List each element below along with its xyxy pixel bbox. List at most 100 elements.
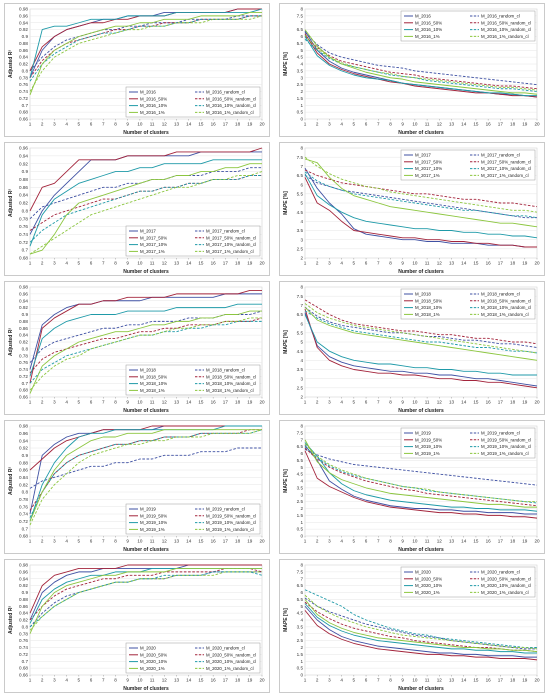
y-tick-label: 0.76 [19,224,28,229]
y-tick-label: 0.68 [19,534,28,539]
legend-label: M_2016_random_cl [481,14,520,19]
y-tick-label: 6.5 [297,583,304,588]
y-tick-label: 2 [300,256,303,261]
x-tick-label: 16 [486,261,492,266]
x-tick-label: 12 [162,539,168,544]
chart-legend: M_2019 M_2019_random_cl M_2019_50% M_2019_5… [125,503,261,535]
series-line [29,310,263,363]
legend-label: M_2016_1% [140,110,165,115]
x-tick-label: 12 [437,400,443,405]
series-line [29,15,262,82]
x-tick-label: 16 [211,261,217,266]
x-tick-label: 12 [437,539,443,544]
x-tick-label: 20 [534,539,540,544]
series-line [304,603,537,654]
y-tick-label: 0.92 [19,583,28,588]
legend-label: M_2017_1% [415,173,440,178]
legend-label: M_2019 [140,507,156,512]
chart-legend: M_2018 M_2018_random_cl M_2018_50% M_2018_5… [125,364,261,396]
x-tick-label: 4 [65,261,68,266]
x-tick-label: 5 [78,400,81,405]
x-tick-label: 9 [126,678,129,683]
y-tick-label: 0.8 [22,490,29,495]
x-tick-label: 20 [534,122,540,127]
y-tick-label: 5.5 [297,330,304,335]
x-tick-label: 17 [498,261,504,266]
series-line [304,442,538,512]
y-tick-label: 0.74 [19,645,28,650]
series-line [304,448,538,486]
x-tick-label: 16 [486,678,492,683]
legend-label: M_2018_1% [140,388,165,393]
x-tick-label: 11 [150,539,155,544]
x-tick-label: 19 [247,261,253,266]
y-tick-label: 4 [300,358,303,363]
y-tick-label: 0.66 [19,395,28,400]
x-tick-label: 14 [186,539,192,544]
x-tick-label: 2 [316,400,319,405]
series-line [29,564,262,614]
y-tick-label: 1.5 [297,513,304,518]
legend-label: M_2016 [415,14,431,19]
legend-label: M_2016_10%_random_cl [481,27,531,32]
x-tick-label: 17 [223,122,229,127]
legend-label: M_2017_10%_random_cl [206,242,256,247]
series-line [304,308,538,389]
x-tick-label: 15 [473,122,479,127]
legend-label: M_2020_50% [140,652,167,657]
series-line [304,303,538,354]
y-tick-label: 2 [300,645,303,650]
x-tick-label: 5 [78,539,81,544]
y-tick-label: 2 [300,89,303,94]
x-tick-label: 6 [90,400,93,405]
x-tick-label: 10 [412,539,418,544]
y-tick-label: 0.94 [19,576,28,581]
x-tick-label: 19 [522,122,528,127]
chart-r2-2017: 0.68 0.7 0.72 0.74 0.76 0.78 0.8 0.82 0.84 0.86 0.… [4,142,270,276]
series-line [29,159,262,247]
x-tick-label: 14 [461,400,467,405]
legend-label: M_2020_50%_random_cl [481,576,531,581]
y-tick-label: 0.5 [297,527,304,532]
x-tick-label: 3 [53,400,56,405]
x-tick-label: 3 [53,122,56,127]
series-line [304,299,538,345]
x-tick-label: 15 [473,539,479,544]
series-line [29,571,262,631]
x-tick-label: 6 [90,261,93,266]
series-line [29,429,262,522]
x-tick-label: 18 [235,122,241,127]
x-tick-label: 13 [449,261,455,266]
x-tick-label: 20 [259,678,265,683]
y-tick-label: 0.98 [19,7,28,12]
y-axis-title: MAPE [%] [283,52,289,76]
y-tick-label: 0.7 [22,659,29,664]
legend-label: M_2019_10%_random_cl [481,444,531,449]
x-tick-label: 13 [449,678,455,683]
x-tick-label: 8 [389,261,392,266]
x-tick-label: 16 [211,539,217,544]
legend-label: M_2019_10% [140,520,167,525]
y-tick-label: 0.88 [19,177,28,182]
chart-legend: M_2016 M_2016_random_cl M_2016_50% M_2016_5… [125,86,261,118]
y-tick-label: 4.5 [297,55,304,60]
x-tick-label: 10 [137,539,143,544]
y-tick-label: 0.9 [22,312,29,317]
x-tick-label: 13 [174,539,180,544]
series-line [304,310,538,354]
legend-label: M_2017_random_cl [481,153,520,158]
x-tick-label: 6 [365,539,368,544]
legend-box [125,86,261,118]
x-tick-label: 7 [102,539,105,544]
y-tick-label: 2.5 [297,638,304,643]
y-tick-label: 0.68 [19,666,28,671]
y-tick-label: 0.94 [19,153,28,158]
legend-label: M_2018_50%_random_cl [206,374,256,379]
y-tick-label: 0.92 [19,446,28,451]
legend-label: M_2017_10% [140,242,167,247]
y-tick-label: 0.84 [19,333,28,338]
x-tick-label: 11 [425,261,430,266]
y-tick-label: 8 [300,424,303,429]
x-tick-label: 12 [437,122,443,127]
x-tick-label: 17 [223,539,229,544]
